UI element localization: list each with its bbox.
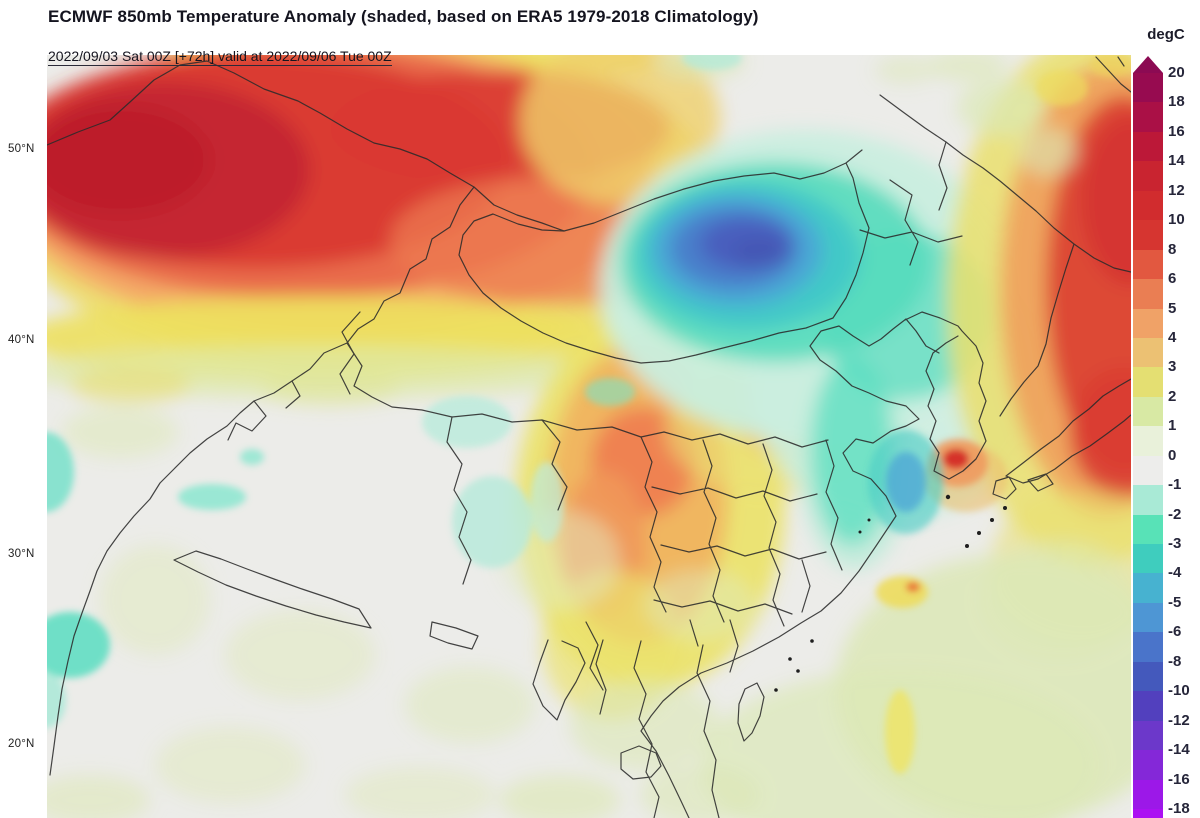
- colorbar-band: [1133, 661, 1163, 692]
- colorbar-tick-label: 5: [1168, 299, 1177, 317]
- colorbar-tick-label: -1: [1168, 476, 1182, 494]
- page-title: ECMWF 850mb Temperature Anomaly (shaded,…: [48, 7, 759, 26]
- latitude-label: 20°N: [8, 738, 35, 750]
- colorbar-band: [1133, 73, 1163, 103]
- colorbar-band: [1133, 602, 1163, 633]
- colorbar-tick-label: 14: [1168, 152, 1185, 170]
- colorbar-tick-label: -2: [1168, 505, 1182, 523]
- latitude-label: 40°N: [8, 334, 35, 346]
- colorbar-tick-label: 1: [1168, 417, 1177, 435]
- colorbar-tick-label: -14: [1168, 741, 1190, 759]
- colorbar-tick-label: 12: [1168, 181, 1185, 199]
- colorbar-tick-label: 8: [1168, 240, 1177, 258]
- colorbar: degC 20 18 16 14 12 10 8 6 5 4 3 2 1 0 -1 -2 -3 -4 -5 -6 -8-…: [1130, 0, 1200, 818]
- colorbar-band: [1133, 691, 1163, 722]
- colorbar-tick-label: 0: [1168, 446, 1177, 464]
- colorbar-tick-label: 2: [1168, 387, 1177, 405]
- colorbar-band: [1133, 102, 1163, 133]
- colorbar-band: [1133, 131, 1163, 162]
- colorbar-band: [1133, 720, 1163, 751]
- colorbar-gradient: [1133, 73, 1163, 818]
- colorbar-band: [1133, 455, 1163, 486]
- colorbar-band: [1133, 514, 1163, 545]
- colorbar-band: [1133, 337, 1163, 368]
- colorbar-band: [1133, 308, 1163, 339]
- colorbar-band: [1133, 632, 1163, 663]
- colorbar-band: [1133, 249, 1163, 280]
- colorbar-unit-label: degC: [1147, 26, 1185, 43]
- colorbar-band: [1133, 809, 1163, 818]
- colorbar-tick-label: 3: [1168, 358, 1177, 376]
- country-borders: [47, 56, 1131, 818]
- colorbar-band: [1133, 573, 1163, 604]
- colorbar-ticks: 20 18 16 14 12 10 8 6 5 4 3 2 1 0 -1 -2 -3 -4 -5 -6 -8 -10 -12…: [1168, 56, 1200, 818]
- colorbar-tick-label: 16: [1168, 122, 1185, 140]
- colorbar-tick-label: 20: [1168, 64, 1185, 81]
- island-dots: [774, 494, 1007, 692]
- colorbar-arrow-cap-icon: [1133, 56, 1163, 73]
- colorbar-band: [1133, 750, 1163, 781]
- colorbar-band: [1133, 279, 1163, 310]
- colorbar-band: [1133, 779, 1163, 810]
- colorbar-tick-label: -4: [1168, 564, 1182, 582]
- colorbar-band: [1133, 220, 1163, 251]
- colorbar-tick-label: 6: [1168, 270, 1177, 288]
- colorbar-tick-label: -3: [1168, 535, 1182, 553]
- map-header: ECMWF 850mb Temperature Anomaly (shaded,…: [48, 7, 759, 66]
- latitude-label: 50°N: [8, 143, 35, 155]
- anomaly-map: [47, 55, 1131, 818]
- colorbar-tick-label: 4: [1168, 328, 1177, 346]
- page-subtitle: 2022/09/03 Sat 00Z [+72h] valid at 2022/…: [48, 48, 392, 66]
- colorbar-tick-label: -6: [1168, 623, 1182, 641]
- latitude-axis: 50°N 40°N 30°N 20°N: [0, 0, 46, 818]
- colorbar-tick-label: -18: [1168, 800, 1190, 817]
- colorbar-band: [1133, 190, 1163, 221]
- colorbar-tick-label: -5: [1168, 593, 1182, 611]
- colorbar-band: [1133, 367, 1163, 398]
- colorbar-band: [1133, 485, 1163, 516]
- colorbar-tick-label: -12: [1168, 711, 1190, 729]
- anomaly-shading: [47, 55, 1131, 818]
- colorbar-tick-label: -16: [1168, 770, 1190, 788]
- colorbar-tick-label: 18: [1168, 93, 1185, 111]
- colorbar-tick-label: -10: [1168, 682, 1190, 700]
- colorbar-band: [1133, 544, 1163, 574]
- anomaly-details: [47, 55, 1131, 774]
- colorbar-band: [1133, 161, 1163, 192]
- colorbar-band: [1133, 426, 1163, 457]
- latitude-label: 30°N: [8, 548, 35, 560]
- colorbar-tick-label: -8: [1168, 652, 1182, 670]
- colorbar-tick-label: 10: [1168, 211, 1185, 229]
- colorbar-band: [1133, 396, 1163, 427]
